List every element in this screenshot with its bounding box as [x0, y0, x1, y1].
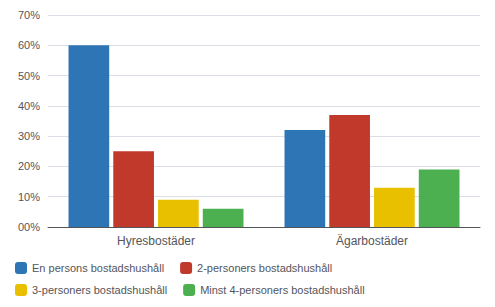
svg-text:50%: 50%: [18, 70, 40, 82]
svg-text:2-personers bostadshushåll: 2-personers bostadshushåll: [197, 262, 332, 274]
svg-text:00%: 00%: [18, 221, 40, 233]
svg-text:20%: 20%: [18, 160, 40, 172]
svg-text:30%: 30%: [18, 130, 40, 142]
svg-text:3-personers bostadshushåll: 3-personers bostadshushåll: [32, 284, 167, 296]
svg-text:Ägarbostäder: Ägarbostäder: [336, 234, 408, 248]
svg-text:40%: 40%: [18, 100, 40, 112]
svg-text:10%: 10%: [18, 191, 40, 203]
svg-text:Hyresbostäder: Hyresbostäder: [117, 234, 195, 248]
svg-text:70%: 70%: [18, 9, 40, 21]
svg-text:60%: 60%: [18, 39, 40, 51]
svg-text:En persons bostadshushåll: En persons bostadshushåll: [32, 262, 164, 274]
svg-text:Minst 4-personers bostadshushå: Minst 4-personers bostadshushåll: [200, 284, 364, 296]
